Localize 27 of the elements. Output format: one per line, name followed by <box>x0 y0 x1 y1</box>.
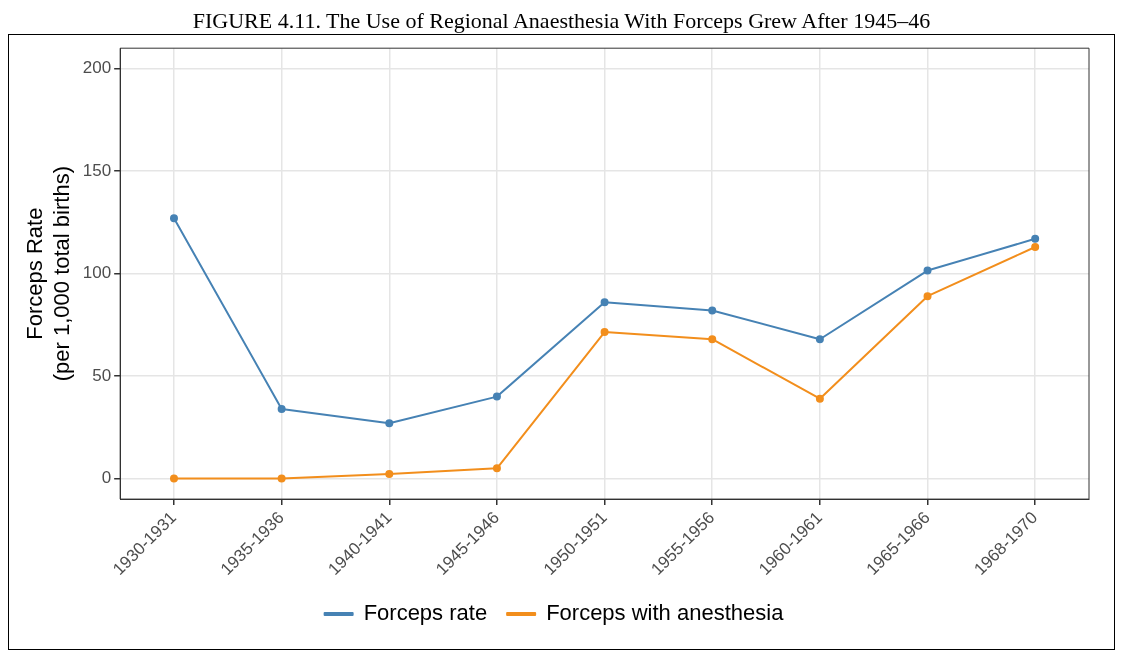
y-tick-label: 150 <box>82 160 112 180</box>
y-tick-label: 200 <box>82 58 112 78</box>
point <box>708 306 717 315</box>
point <box>492 392 501 401</box>
y-tick-label: 0 <box>101 468 112 488</box>
y-tick-label: 100 <box>82 263 112 283</box>
point <box>815 394 824 403</box>
point <box>277 474 286 483</box>
point <box>385 419 394 428</box>
point <box>600 328 609 337</box>
point <box>815 335 824 344</box>
point <box>169 214 178 223</box>
point <box>708 335 717 344</box>
point <box>600 298 609 307</box>
point <box>277 404 286 413</box>
point <box>492 464 501 473</box>
point <box>923 292 932 301</box>
chart-title: FIGURE 4.11. The Use of Regional Anaesthesia With Forceps Grew After 1945–46 <box>191 8 932 34</box>
point <box>1031 243 1040 251</box>
point <box>1031 234 1040 243</box>
point <box>385 469 394 478</box>
y-tick-label: 50 <box>92 365 112 385</box>
point <box>169 474 178 483</box>
legend-label: Forceps rate <box>363 600 488 626</box>
legend-label: Forceps with anesthesia <box>546 600 785 626</box>
y-axis-title: Forceps Rate (per 1,000 total births) <box>22 166 74 382</box>
point <box>923 266 932 275</box>
